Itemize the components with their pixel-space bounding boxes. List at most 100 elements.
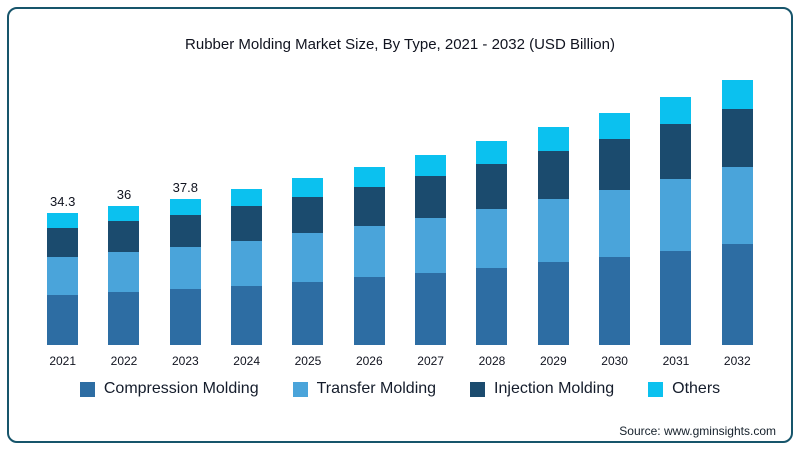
x-axis-label: 2032 bbox=[723, 354, 751, 368]
bar-column: 36 2022 bbox=[93, 58, 154, 370]
stacked-bar bbox=[599, 113, 631, 345]
bar-column: 37.8 2023 bbox=[155, 58, 216, 370]
bar-total-label: 34.3 bbox=[50, 193, 76, 209]
bar-segment-compression-molding bbox=[537, 262, 569, 345]
legend-item-injection-molding: Injection Molding bbox=[470, 380, 614, 398]
source-text: Source: www.gminsights.com bbox=[619, 424, 776, 438]
x-axis-label: 2029 bbox=[539, 354, 567, 368]
stacked-bar bbox=[353, 167, 385, 345]
bar-segment-injection-molding bbox=[721, 109, 753, 168]
bar-column: 2032 bbox=[707, 58, 768, 370]
bar-column: 2027 bbox=[400, 58, 461, 370]
legend-item-transfer-molding: Transfer Molding bbox=[292, 380, 437, 398]
bar-segment-others bbox=[476, 141, 508, 164]
bar-segment-transfer-molding bbox=[476, 208, 508, 268]
stacked-bar-chart: 34.3 2021 36 2022 37.8 2023 2024 2025 2026 2027 20… bbox=[32, 58, 768, 370]
stacked-bar bbox=[476, 141, 508, 345]
bar-segment-injection-molding bbox=[599, 138, 631, 190]
bar-segment-injection-molding bbox=[47, 227, 79, 257]
bar-segment-transfer-molding bbox=[353, 226, 385, 278]
legend-label: Others bbox=[672, 380, 721, 397]
stacked-bar bbox=[721, 80, 753, 345]
bar-segment-compression-molding bbox=[660, 250, 692, 345]
x-axis-label: 2021 bbox=[49, 354, 77, 368]
bar-column: 2024 bbox=[216, 58, 277, 370]
bar-segment-injection-molding bbox=[476, 163, 508, 209]
bar-total-label: 36 bbox=[116, 186, 132, 202]
x-axis-label: 2024 bbox=[233, 354, 260, 368]
bar-segment-others bbox=[169, 198, 201, 215]
bar-segment-compression-molding bbox=[599, 256, 631, 345]
bar-segment-others bbox=[415, 155, 447, 176]
legend-item-compression-molding: Compression Molding bbox=[79, 380, 259, 398]
x-axis-label: 2027 bbox=[417, 354, 444, 368]
stacked-bar bbox=[169, 198, 201, 345]
bar-segment-compression-molding bbox=[169, 289, 201, 345]
bar-segment-compression-molding bbox=[231, 285, 263, 345]
x-axis-label: 2025 bbox=[294, 354, 322, 368]
bar-column: 2028 bbox=[461, 58, 522, 370]
bar-segment-transfer-molding bbox=[169, 246, 201, 290]
legend-swatch-icon bbox=[470, 381, 486, 397]
stacked-bar bbox=[537, 127, 569, 345]
bar-segment-compression-molding bbox=[476, 267, 508, 345]
legend-item-others: Others bbox=[648, 380, 720, 398]
bar-segment-injection-molding bbox=[292, 196, 324, 234]
x-axis-label: 2022 bbox=[110, 354, 138, 368]
bar-segment-transfer-molding bbox=[415, 217, 447, 273]
bar-segment-injection-molding bbox=[415, 175, 447, 218]
bar-column: 2026 bbox=[339, 58, 400, 370]
bar-segment-others bbox=[47, 212, 79, 228]
bar-segment-transfer-molding bbox=[537, 199, 569, 263]
stacked-bar bbox=[415, 155, 447, 345]
bar-segment-compression-molding bbox=[353, 277, 385, 345]
stacked-bar bbox=[47, 212, 79, 345]
bar-segment-transfer-molding bbox=[231, 240, 263, 286]
legend: Compression Molding Transfer Molding Injec… bbox=[0, 380, 800, 398]
chart-title: Rubber Molding Market Size, By Type, 202… bbox=[185, 36, 615, 53]
bar-segment-others bbox=[231, 189, 263, 207]
x-axis-label: 2028 bbox=[478, 354, 506, 368]
bar-column: 2031 bbox=[645, 58, 706, 370]
bar-segment-transfer-molding bbox=[660, 178, 692, 251]
bar-segment-injection-molding bbox=[660, 124, 692, 179]
bar-segment-transfer-molding bbox=[108, 251, 140, 293]
bar-segment-others bbox=[108, 205, 140, 222]
bar-segment-injection-molding bbox=[231, 206, 263, 241]
bar-segment-compression-molding bbox=[47, 294, 79, 345]
bar-segment-transfer-molding bbox=[292, 233, 324, 282]
legend-label: Compression Molding bbox=[103, 380, 259, 397]
bar-column: 2030 bbox=[584, 58, 645, 370]
bar-segment-others bbox=[353, 167, 385, 188]
bar-segment-others bbox=[292, 178, 324, 197]
bar-column: 34.3 2021 bbox=[32, 58, 93, 370]
stacked-bar bbox=[292, 178, 324, 345]
legend-swatch-icon bbox=[79, 381, 95, 397]
bar-segment-transfer-molding bbox=[599, 189, 631, 257]
x-axis-label: 2031 bbox=[662, 354, 690, 368]
bar-segment-compression-molding bbox=[721, 244, 753, 345]
bar-segment-injection-molding bbox=[108, 221, 140, 252]
bar-segment-injection-molding bbox=[353, 187, 385, 227]
stacked-bar bbox=[660, 96, 692, 345]
bar-segment-others bbox=[537, 127, 569, 152]
bar-segment-transfer-molding bbox=[721, 167, 753, 245]
x-axis-label: 2030 bbox=[601, 354, 628, 368]
legend-label: Transfer Molding bbox=[316, 380, 437, 397]
bar-segment-compression-molding bbox=[108, 292, 140, 345]
legend-label: Injection Molding bbox=[494, 380, 615, 397]
bar-segment-compression-molding bbox=[292, 281, 324, 345]
stacked-bar bbox=[108, 205, 140, 345]
bar-segment-injection-molding bbox=[169, 214, 201, 247]
bar-segment-others bbox=[660, 96, 692, 125]
bar-column: 2029 bbox=[523, 58, 584, 370]
bar-segment-others bbox=[721, 80, 753, 110]
bar-column: 2025 bbox=[277, 58, 338, 370]
bar-segment-injection-molding bbox=[537, 151, 569, 200]
bar-segment-transfer-molding bbox=[47, 256, 79, 295]
x-axis-label: 2026 bbox=[355, 354, 383, 368]
bar-segment-compression-molding bbox=[415, 272, 447, 345]
x-axis-label: 2023 bbox=[171, 354, 199, 368]
bar-segment-others bbox=[599, 113, 631, 139]
legend-swatch-icon bbox=[648, 381, 664, 397]
